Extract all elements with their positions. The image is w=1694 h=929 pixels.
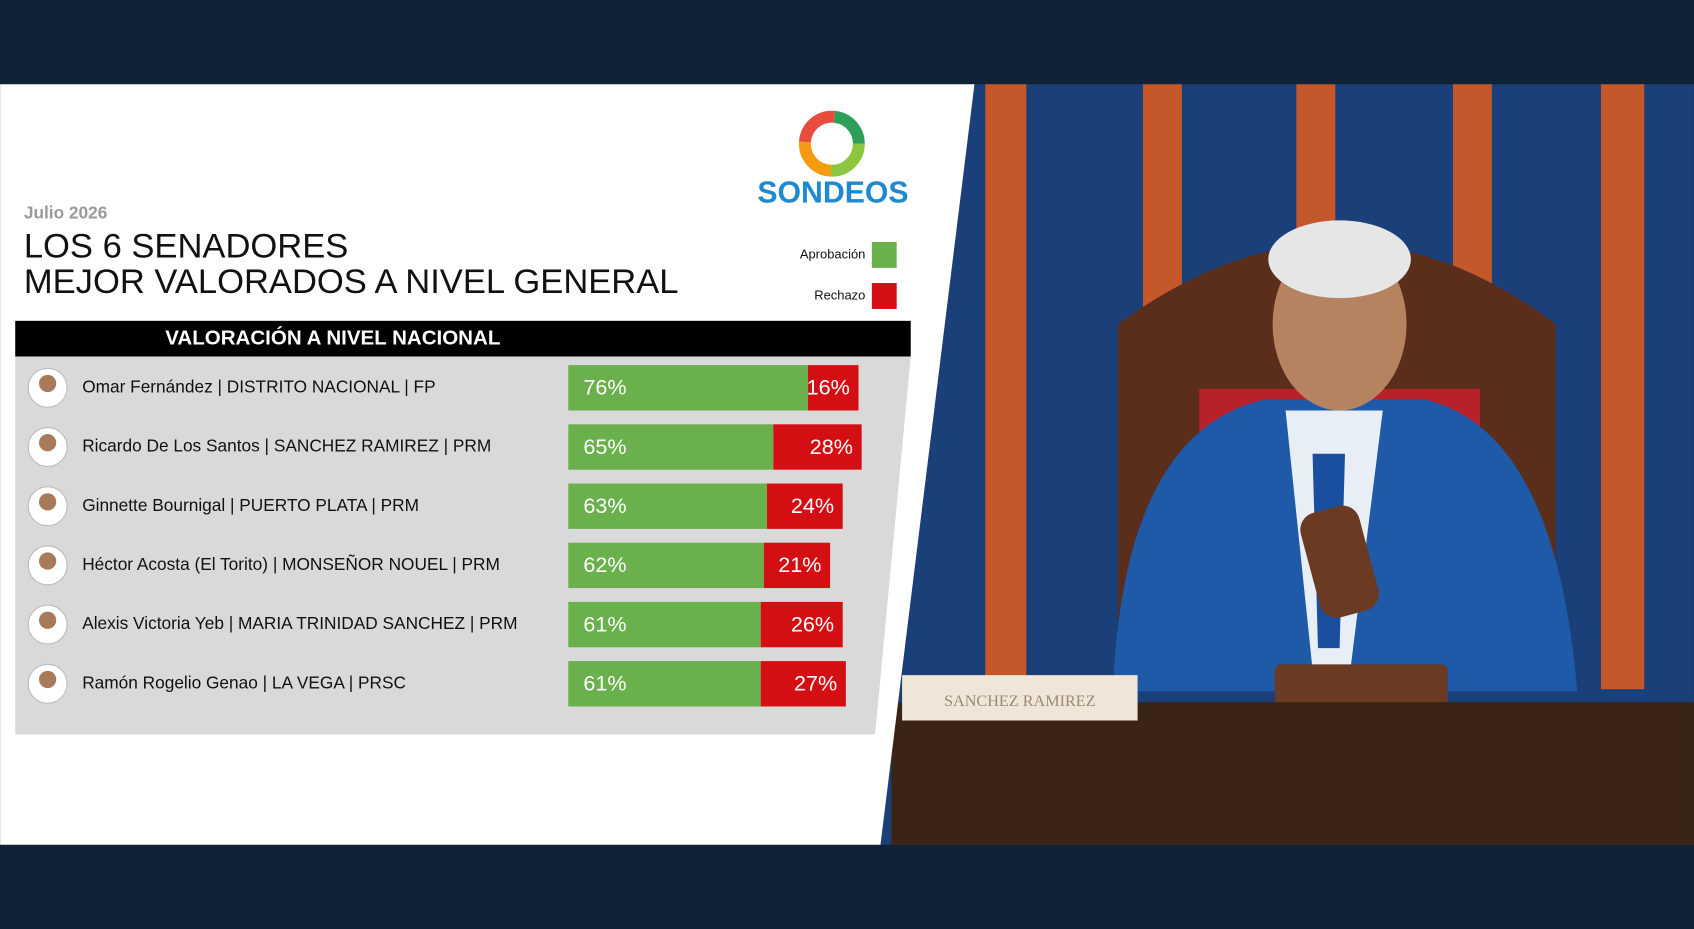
row-label: Alexis Victoria Yeb | MARIA TRINIDAD SAN… [82, 613, 517, 633]
legend: Aprobación Rechazo [800, 241, 897, 309]
bar-segment [760, 661, 846, 707]
value-label: 63% [583, 493, 626, 518]
photo: SANCHEZ RAMIREZ [880, 84, 1694, 845]
value-label: 27% [794, 671, 837, 696]
value-label: 61% [583, 611, 626, 636]
row-label: Héctor Acosta (El Torito) | MONSEÑOR NOU… [82, 554, 500, 574]
avatar-head [38, 670, 57, 689]
bar-segment [763, 542, 831, 589]
legend-swatch [871, 241, 897, 268]
bar-segment [568, 661, 761, 707]
title-line: LOS 6 SENADORES [24, 228, 348, 266]
value-label: 26% [791, 611, 834, 636]
value-label: 62% [583, 552, 626, 577]
rows: Omar Fernández | DISTRITO NACIONAL | FP 7… [27, 365, 862, 707]
value-label: 76% [583, 375, 626, 400]
avatar-head [38, 374, 57, 393]
bar-segment [773, 424, 862, 470]
value-label: 16% [807, 375, 850, 400]
value-label: 28% [810, 434, 853, 459]
value-label: 61% [583, 671, 626, 696]
row-label: Ginnette Bournigal | PUERTO PLATA | PRM [82, 495, 419, 515]
row-label: Ramón Rogelio Genao | LA VEGA | PRSC [82, 672, 406, 692]
logo: SONDEOS [757, 110, 909, 209]
avatar-head [38, 552, 57, 570]
value-label: 21% [778, 552, 821, 577]
bar-segment [568, 424, 774, 470]
nameplate: SANCHEZ RAMIREZ [944, 692, 1096, 710]
value-label: 24% [791, 493, 834, 518]
row-label: Ricardo De Los Santos | SANCHEZ RAMIREZ … [82, 436, 491, 456]
bar-segment [808, 365, 859, 411]
avatar-head [38, 434, 57, 452]
brand: SONDEOS [757, 176, 908, 209]
row-label: Omar Fernández | DISTRITO NACIONAL | FP [82, 376, 435, 396]
bar-segment [760, 601, 843, 648]
avatar-head [38, 611, 57, 629]
header-text: VALORACIÓN A NIVEL NACIONAL [165, 326, 500, 350]
bar-segment [568, 365, 809, 411]
legend-label: Aprobación [800, 246, 866, 261]
title-line: MEJOR VALORADOS A NIVEL GENERAL [24, 263, 679, 301]
bar-segment [568, 483, 768, 529]
date: Julio 2026 [24, 202, 108, 222]
header-bar [15, 320, 911, 357]
legend-swatch [871, 283, 897, 309]
legend-label: Rechazo [814, 287, 865, 302]
value-label: 65% [583, 434, 626, 459]
avatar-head [38, 493, 57, 511]
bar-segment [568, 542, 764, 589]
bar-segment [568, 601, 761, 648]
bar-segment [767, 483, 843, 529]
